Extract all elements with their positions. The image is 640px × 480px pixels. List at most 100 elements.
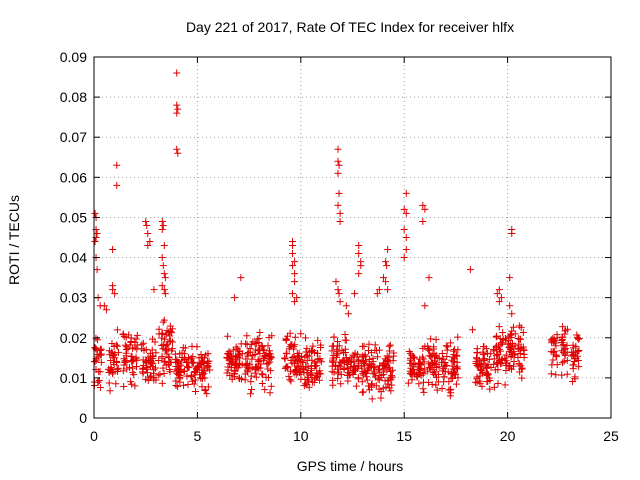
data-point	[383, 262, 391, 270]
data-point	[297, 375, 305, 383]
data-point	[158, 282, 166, 290]
data-point	[191, 387, 199, 395]
data-point	[254, 358, 262, 366]
data-point	[424, 379, 432, 387]
data-point	[199, 358, 207, 366]
data-point	[493, 290, 501, 298]
data-point	[174, 358, 182, 366]
data-point	[553, 361, 561, 369]
data-point	[290, 345, 298, 353]
data-point	[180, 381, 188, 389]
data-point	[291, 270, 299, 278]
data-point	[416, 367, 424, 375]
data-point	[158, 225, 166, 233]
data-point	[105, 368, 113, 376]
data-point	[112, 380, 120, 388]
data-point	[161, 274, 169, 282]
data-point	[355, 242, 363, 250]
data-point	[335, 161, 343, 169]
data-point	[358, 378, 366, 386]
data-point	[251, 351, 259, 359]
y-tick-label: 0.02	[60, 330, 87, 346]
data-point	[418, 353, 426, 361]
y-tick-label: 0.09	[60, 49, 87, 65]
data-point	[453, 352, 461, 360]
data-point	[297, 352, 305, 360]
data-point	[335, 290, 343, 298]
data-point	[371, 363, 379, 371]
data-point	[147, 356, 155, 364]
data-point	[289, 262, 297, 270]
data-point	[174, 383, 182, 391]
data-point	[468, 326, 476, 334]
data-point	[226, 372, 234, 380]
data-point	[314, 336, 322, 344]
data-point	[328, 347, 336, 355]
data-point	[189, 353, 197, 361]
data-point	[292, 366, 300, 374]
data-point	[569, 350, 577, 358]
data-point	[286, 376, 294, 384]
data-point	[309, 342, 317, 350]
data-point	[233, 356, 241, 364]
data-point	[384, 380, 392, 388]
data-point	[94, 378, 102, 386]
data-point	[405, 348, 413, 356]
data-point	[442, 361, 450, 369]
data-point	[515, 360, 523, 368]
data-point	[166, 322, 174, 330]
data-point	[343, 357, 351, 365]
data-point	[112, 357, 120, 365]
data-point	[506, 274, 514, 282]
data-point	[172, 359, 180, 367]
data-point	[195, 354, 203, 362]
data-point	[445, 378, 453, 386]
data-point	[175, 362, 183, 370]
data-point	[91, 357, 99, 365]
data-point	[501, 381, 509, 389]
data-point	[198, 383, 206, 391]
data-point	[344, 377, 352, 385]
data-point	[329, 342, 337, 350]
y-tick-label: 0.07	[60, 129, 87, 145]
data-point	[199, 369, 207, 377]
data-point	[229, 346, 237, 354]
data-point	[112, 341, 120, 349]
data-point	[247, 372, 255, 380]
data-point	[342, 302, 350, 310]
data-point	[420, 388, 428, 396]
data-point	[127, 378, 135, 386]
data-point	[355, 250, 363, 258]
data-point	[194, 362, 202, 370]
data-point	[303, 381, 311, 389]
data-point	[311, 358, 319, 366]
data-point	[291, 333, 299, 341]
data-point	[476, 360, 484, 368]
data-point	[161, 290, 169, 298]
data-point	[334, 169, 342, 177]
data-point	[176, 350, 184, 358]
data-point	[406, 370, 414, 378]
data-point	[386, 347, 394, 355]
data-point	[146, 374, 154, 382]
data-point	[159, 345, 167, 353]
data-point	[91, 344, 99, 352]
data-point	[110, 358, 118, 366]
data-point	[515, 322, 523, 330]
data-point	[384, 286, 392, 294]
data-point	[289, 250, 297, 258]
data-point	[520, 350, 528, 358]
data-point	[508, 339, 516, 347]
data-point	[173, 109, 181, 117]
data-point	[232, 343, 240, 351]
data-point	[289, 242, 297, 250]
data-point	[174, 149, 182, 157]
data-point	[255, 357, 263, 365]
data-point	[310, 378, 318, 386]
data-point	[329, 356, 337, 364]
data-point	[113, 161, 121, 169]
data-point	[138, 345, 146, 353]
data-point	[158, 341, 166, 349]
data-point	[94, 353, 102, 361]
data-point	[143, 221, 151, 229]
